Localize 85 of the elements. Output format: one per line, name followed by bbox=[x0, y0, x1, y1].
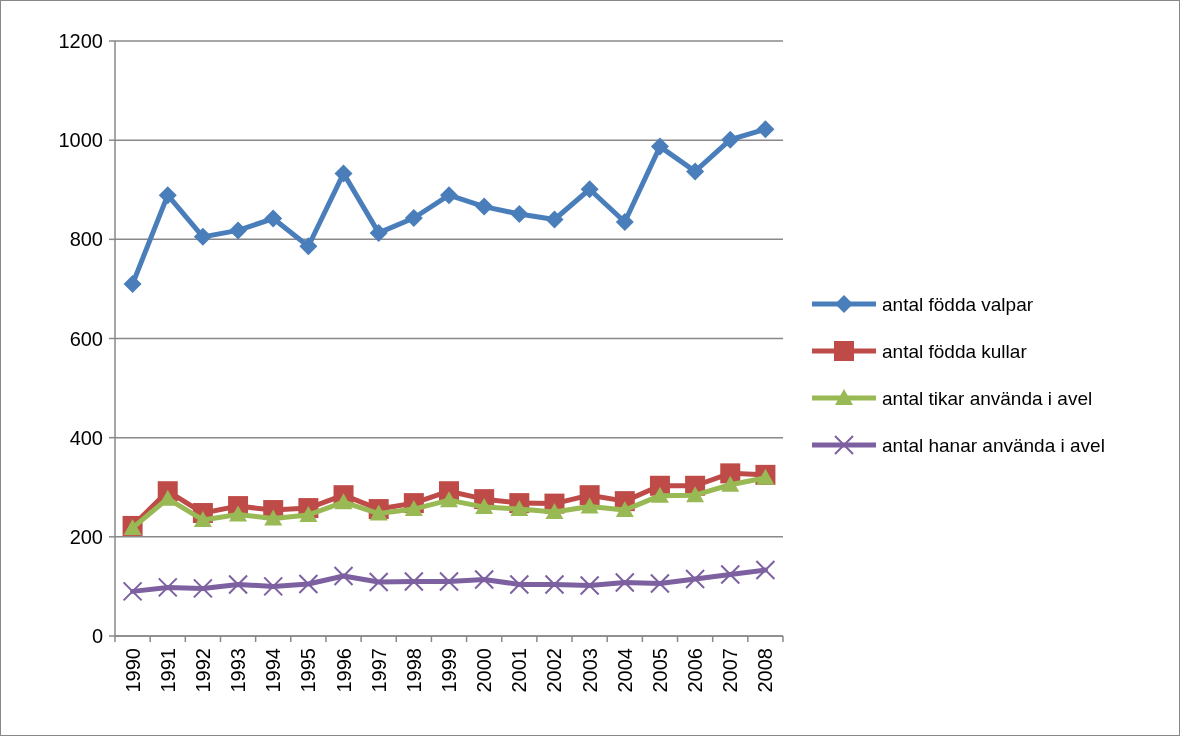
point bbox=[615, 501, 634, 518]
x-tick-label: 2006 bbox=[684, 648, 707, 693]
point bbox=[158, 186, 177, 205]
point bbox=[650, 486, 669, 503]
point bbox=[263, 576, 284, 597]
point bbox=[755, 560, 776, 581]
x-tick-label: 1992 bbox=[191, 648, 214, 693]
point bbox=[440, 186, 458, 205]
point bbox=[614, 572, 635, 593]
x-tick-label: 1998 bbox=[402, 648, 425, 693]
y-tick-label: 400 bbox=[69, 426, 103, 449]
y-tick-label: 600 bbox=[69, 327, 103, 350]
point bbox=[229, 505, 248, 522]
point bbox=[510, 500, 529, 517]
point bbox=[649, 573, 670, 594]
point bbox=[123, 274, 142, 293]
point bbox=[686, 162, 705, 181]
point bbox=[157, 577, 178, 598]
point bbox=[298, 573, 319, 594]
point bbox=[193, 510, 212, 527]
y-tick-label: 0 bbox=[91, 625, 103, 647]
point bbox=[439, 571, 459, 592]
point bbox=[369, 504, 388, 521]
point bbox=[544, 574, 565, 595]
x-tick-label: 1995 bbox=[297, 648, 320, 693]
x-tick-label: 2008 bbox=[754, 648, 777, 693]
point bbox=[299, 237, 318, 256]
x-tick-label: 2005 bbox=[648, 648, 671, 693]
point bbox=[475, 197, 494, 216]
x-tick-label: 2002 bbox=[543, 648, 566, 693]
x-tick-label: 1990 bbox=[121, 648, 144, 693]
point bbox=[229, 221, 248, 240]
x-tick-label: 1999 bbox=[438, 648, 460, 693]
point bbox=[545, 210, 564, 229]
point bbox=[404, 500, 423, 517]
legend-label: antal födda valpar bbox=[882, 293, 1034, 315]
point bbox=[369, 223, 388, 242]
point bbox=[474, 569, 495, 590]
x-tick-label: 1991 bbox=[156, 648, 179, 693]
x-tick-label: 2000 bbox=[473, 648, 496, 693]
point bbox=[580, 497, 599, 514]
x-tick-label: 2001 bbox=[508, 648, 531, 693]
point bbox=[686, 486, 705, 503]
point bbox=[440, 491, 458, 508]
legend-label: antal födda kullar bbox=[882, 340, 1028, 362]
point bbox=[193, 227, 212, 246]
point bbox=[334, 493, 353, 510]
point bbox=[685, 568, 706, 589]
x-tick-label: 2003 bbox=[578, 648, 601, 693]
point bbox=[334, 164, 353, 183]
point bbox=[721, 475, 740, 492]
point bbox=[264, 509, 283, 526]
point bbox=[580, 180, 599, 199]
point bbox=[475, 498, 494, 515]
point bbox=[545, 503, 564, 520]
point bbox=[579, 575, 600, 596]
y-tick-label: 1200 bbox=[58, 30, 103, 52]
x-tick-label: 2007 bbox=[719, 648, 742, 693]
point bbox=[122, 581, 143, 602]
point bbox=[228, 574, 249, 595]
x-tick-label: 1997 bbox=[367, 648, 390, 693]
point bbox=[403, 571, 424, 592]
point bbox=[721, 130, 740, 149]
point bbox=[510, 205, 529, 224]
point bbox=[368, 571, 389, 592]
legend-label: antal hanar använda i avel bbox=[882, 434, 1105, 456]
point bbox=[192, 578, 213, 599]
x-tick-label: 1996 bbox=[332, 648, 355, 693]
y-tick-label: 1000 bbox=[58, 129, 103, 152]
y-tick-label: 200 bbox=[69, 525, 103, 548]
point bbox=[264, 209, 283, 228]
point bbox=[299, 506, 318, 523]
point bbox=[615, 212, 634, 231]
y-tick-label: 800 bbox=[69, 228, 103, 251]
point bbox=[650, 137, 669, 156]
point bbox=[579, 485, 600, 506]
legend-label: antal tikar använda i avel bbox=[882, 387, 1093, 409]
x-tick-label: 1994 bbox=[262, 648, 285, 693]
point bbox=[720, 564, 741, 585]
point bbox=[404, 209, 423, 228]
point bbox=[756, 120, 775, 139]
point bbox=[509, 574, 530, 595]
x-tick-label: 1993 bbox=[227, 648, 250, 693]
x-tick-label: 2004 bbox=[613, 648, 636, 693]
point bbox=[333, 566, 354, 586]
